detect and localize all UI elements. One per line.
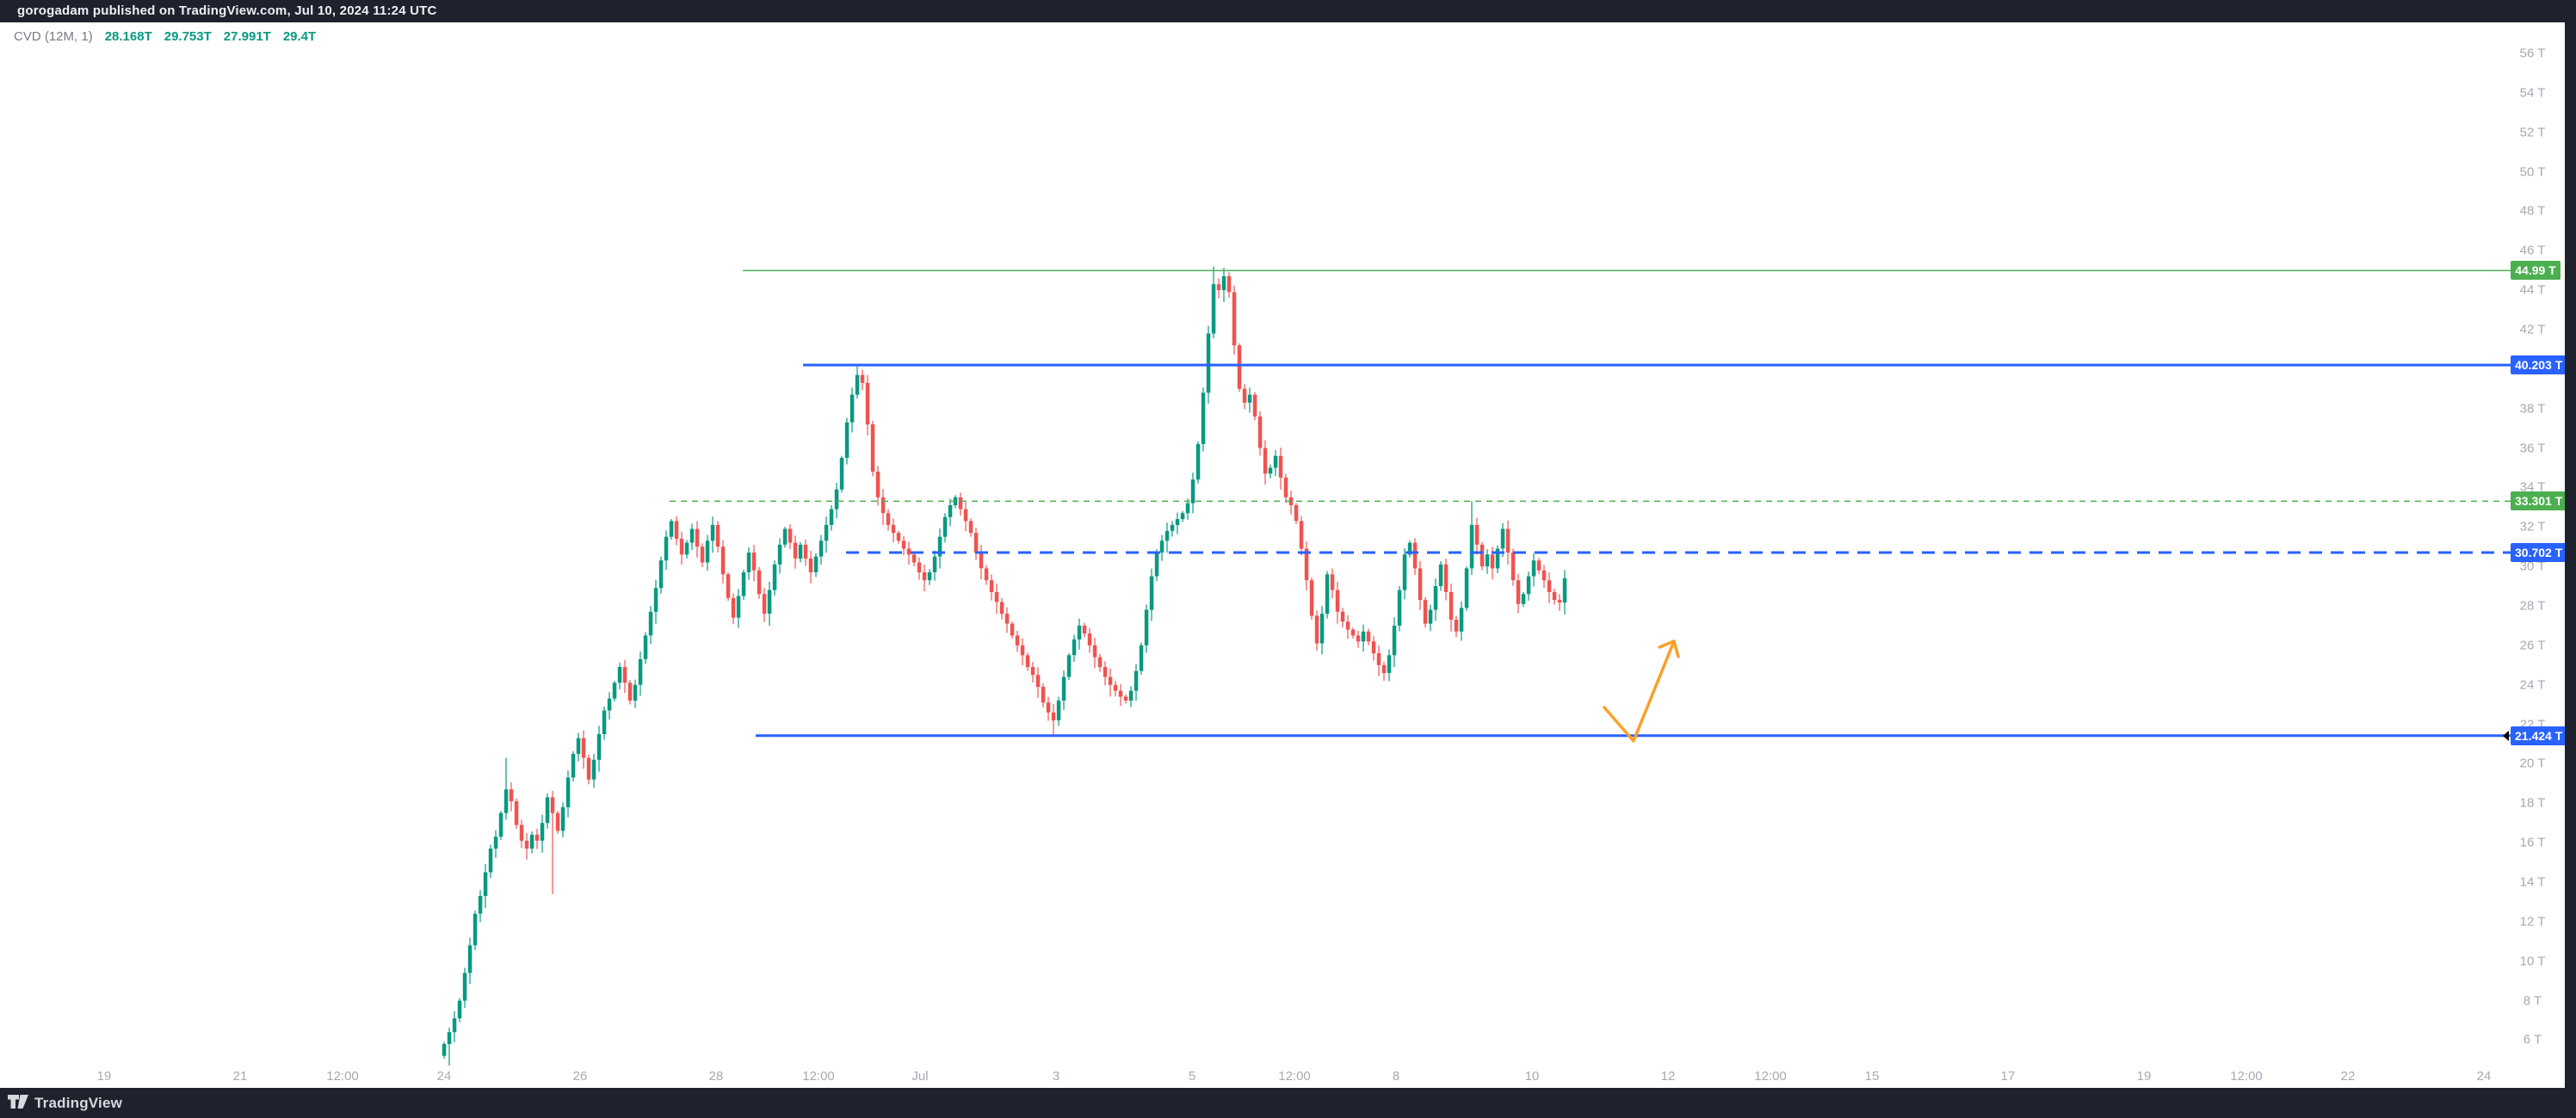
publish-banner: gorogadam published on TradingView.com, … <box>0 0 2576 22</box>
y-axis-label: 6 T <box>2523 1032 2542 1047</box>
y-axis-label: 30 T <box>2519 559 2546 574</box>
publish-text: gorogadam published on TradingView.com, … <box>17 3 437 18</box>
x-axis-label: 19 <box>96 1069 112 1084</box>
y-axis-label: 28 T <box>2519 598 2546 614</box>
legend-low-value: 27.991T <box>223 29 271 44</box>
price-level-label: 30.702 T <box>2511 543 2567 562</box>
x-axis-label: 22 <box>2340 1069 2356 1084</box>
x-axis-label: 19 <box>2136 1069 2152 1084</box>
y-axis-label: 46 T <box>2519 243 2546 258</box>
x-axis-label: 8 <box>1392 1069 1400 1084</box>
x-axis-label: 12:00 <box>802 1069 835 1084</box>
y-axis-label: 38 T <box>2519 401 2546 417</box>
y-axis-label: 50 T <box>2519 164 2546 179</box>
y-axis-label: 10 T <box>2519 954 2546 969</box>
y-axis-label: 26 T <box>2519 638 2546 653</box>
y-axis-label: 44 T <box>2519 282 2546 298</box>
chart-legend: CVD (12M, 1) 28.168T 29.753T 27.991T 29.… <box>14 29 316 44</box>
x-axis-label: 12 <box>1660 1069 1676 1084</box>
x-axis-label: 26 <box>572 1069 588 1084</box>
symbol-title: CVD (12M, 1) <box>14 29 93 44</box>
y-axis-label: 48 T <box>2519 203 2546 219</box>
x-axis-label: 12:00 <box>326 1069 359 1084</box>
y-axis-label: 8 T <box>2523 993 2542 1009</box>
x-axis-label: 21 <box>232 1069 248 1084</box>
y-axis-label: 42 T <box>2519 322 2546 337</box>
x-axis-label: 5 <box>1188 1069 1196 1084</box>
tradingview-logo-icon[interactable] <box>7 1093 29 1114</box>
x-axis-label: 12:00 <box>1754 1069 1787 1084</box>
price-level-label: 44.99 T <box>2511 261 2561 281</box>
x-axis-label: 17 <box>2000 1069 2016 1084</box>
frame-right-strip <box>2565 0 2576 1118</box>
y-axis-label: 36 T <box>2519 441 2546 456</box>
footer-brand-text[interactable]: TradingView <box>34 1094 123 1111</box>
chart-pane[interactable]: CVD (12M, 1) 28.168T 29.753T 27.991T 29.… <box>0 22 2567 1088</box>
price-level-label: 40.203 T <box>2511 355 2567 375</box>
x-axis-label: 24 <box>2476 1069 2492 1084</box>
y-axis-label: 34 T <box>2519 479 2546 495</box>
price-level-label: 33.301 T <box>2511 491 2567 511</box>
x-axis-label: 12:00 <box>2230 1069 2263 1084</box>
x-axis-label: Jul <box>911 1069 929 1084</box>
x-axis-label: 3 <box>1052 1069 1060 1084</box>
y-axis-label: 16 T <box>2519 835 2546 850</box>
candles-layer <box>442 266 2511 1066</box>
x-axis-label: 12:00 <box>1278 1069 1311 1084</box>
x-axis-label: 28 <box>708 1069 724 1084</box>
y-axis-label: 52 T <box>2519 125 2546 140</box>
legend-close-value: 29.4T <box>282 29 317 44</box>
y-axis-label: 54 T <box>2519 85 2546 101</box>
footer-bar: TradingView <box>0 1088 2576 1118</box>
y-axis-label: 18 T <box>2519 795 2546 811</box>
x-axis-label: 15 <box>1864 1069 1880 1084</box>
y-axis-label: 32 T <box>2519 519 2546 534</box>
price-level-label: 21.424 T <box>2502 726 2567 745</box>
y-axis-label: 20 T <box>2519 756 2546 771</box>
x-axis-label: 24 <box>436 1069 452 1084</box>
legend-high-value: 29.753T <box>164 29 212 44</box>
y-axis-label: 12 T <box>2519 914 2546 930</box>
x-axis-label: 10 <box>1524 1069 1540 1084</box>
y-axis-label: 14 T <box>2519 874 2546 890</box>
legend-open-value: 28.168T <box>104 29 152 44</box>
y-axis-label: 56 T <box>2519 46 2546 61</box>
y-axis-label: 24 T <box>2519 677 2546 693</box>
